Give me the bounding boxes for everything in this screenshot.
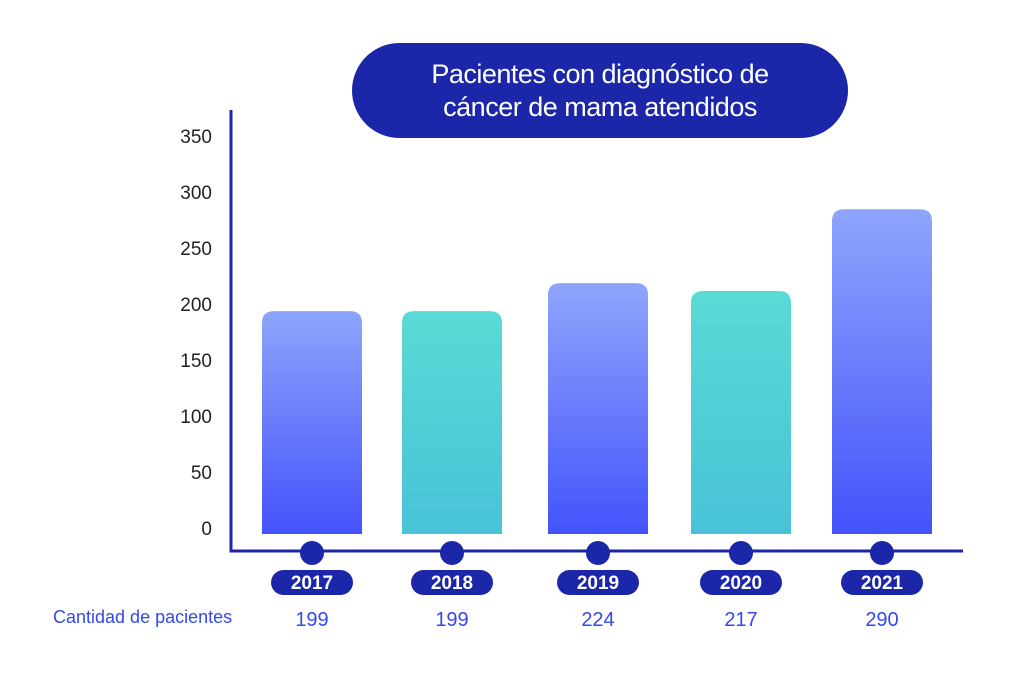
bar-2017 bbox=[262, 311, 362, 534]
bar-2021 bbox=[832, 209, 932, 534]
x-marker-dot bbox=[586, 541, 610, 565]
x-marker-dot bbox=[300, 541, 324, 565]
x-tick-label: 2019 bbox=[577, 573, 619, 594]
data-label: 199 bbox=[295, 609, 328, 631]
bar-2020 bbox=[691, 290, 791, 534]
year-pill bbox=[700, 570, 782, 595]
data-label: 224 bbox=[581, 609, 614, 631]
year-pill bbox=[841, 570, 923, 595]
year-pill bbox=[411, 570, 493, 595]
y-tick-label: 100 bbox=[180, 407, 212, 428]
data-label: 217 bbox=[724, 609, 757, 631]
y-tick-label: 250 bbox=[180, 239, 212, 260]
y-tick-label: 50 bbox=[191, 463, 212, 484]
x-tick-label: 2021 bbox=[861, 573, 904, 594]
x-tick-label: 2017 bbox=[291, 573, 333, 594]
y-tick-label: 0 bbox=[201, 519, 212, 540]
x-tick-label: 2020 bbox=[720, 573, 762, 594]
bar-2019 bbox=[548, 283, 648, 534]
data-label: 199 bbox=[435, 609, 468, 631]
y-tick-label: 200 bbox=[180, 295, 212, 316]
y-tick-label: 150 bbox=[180, 351, 212, 372]
year-pill bbox=[271, 570, 353, 595]
chart-title: Pacientes con diagnóstico de cáncer de m… bbox=[352, 43, 848, 138]
x-marker-dot bbox=[870, 541, 894, 565]
x-tick-label: 2018 bbox=[431, 573, 473, 594]
y-tick-label: 300 bbox=[180, 183, 212, 204]
x-marker-dot bbox=[729, 541, 753, 565]
y-tick-label: 350 bbox=[180, 127, 212, 148]
year-pill bbox=[557, 570, 639, 595]
title-line-2: cáncer de mama atendidos bbox=[443, 91, 757, 122]
row-label: Cantidad de pacientes bbox=[53, 607, 233, 627]
bar-2018 bbox=[402, 311, 502, 534]
x-marker-dot bbox=[440, 541, 464, 565]
title-line-1: Pacientes con diagnóstico de bbox=[431, 58, 769, 89]
data-label: 290 bbox=[865, 609, 898, 631]
